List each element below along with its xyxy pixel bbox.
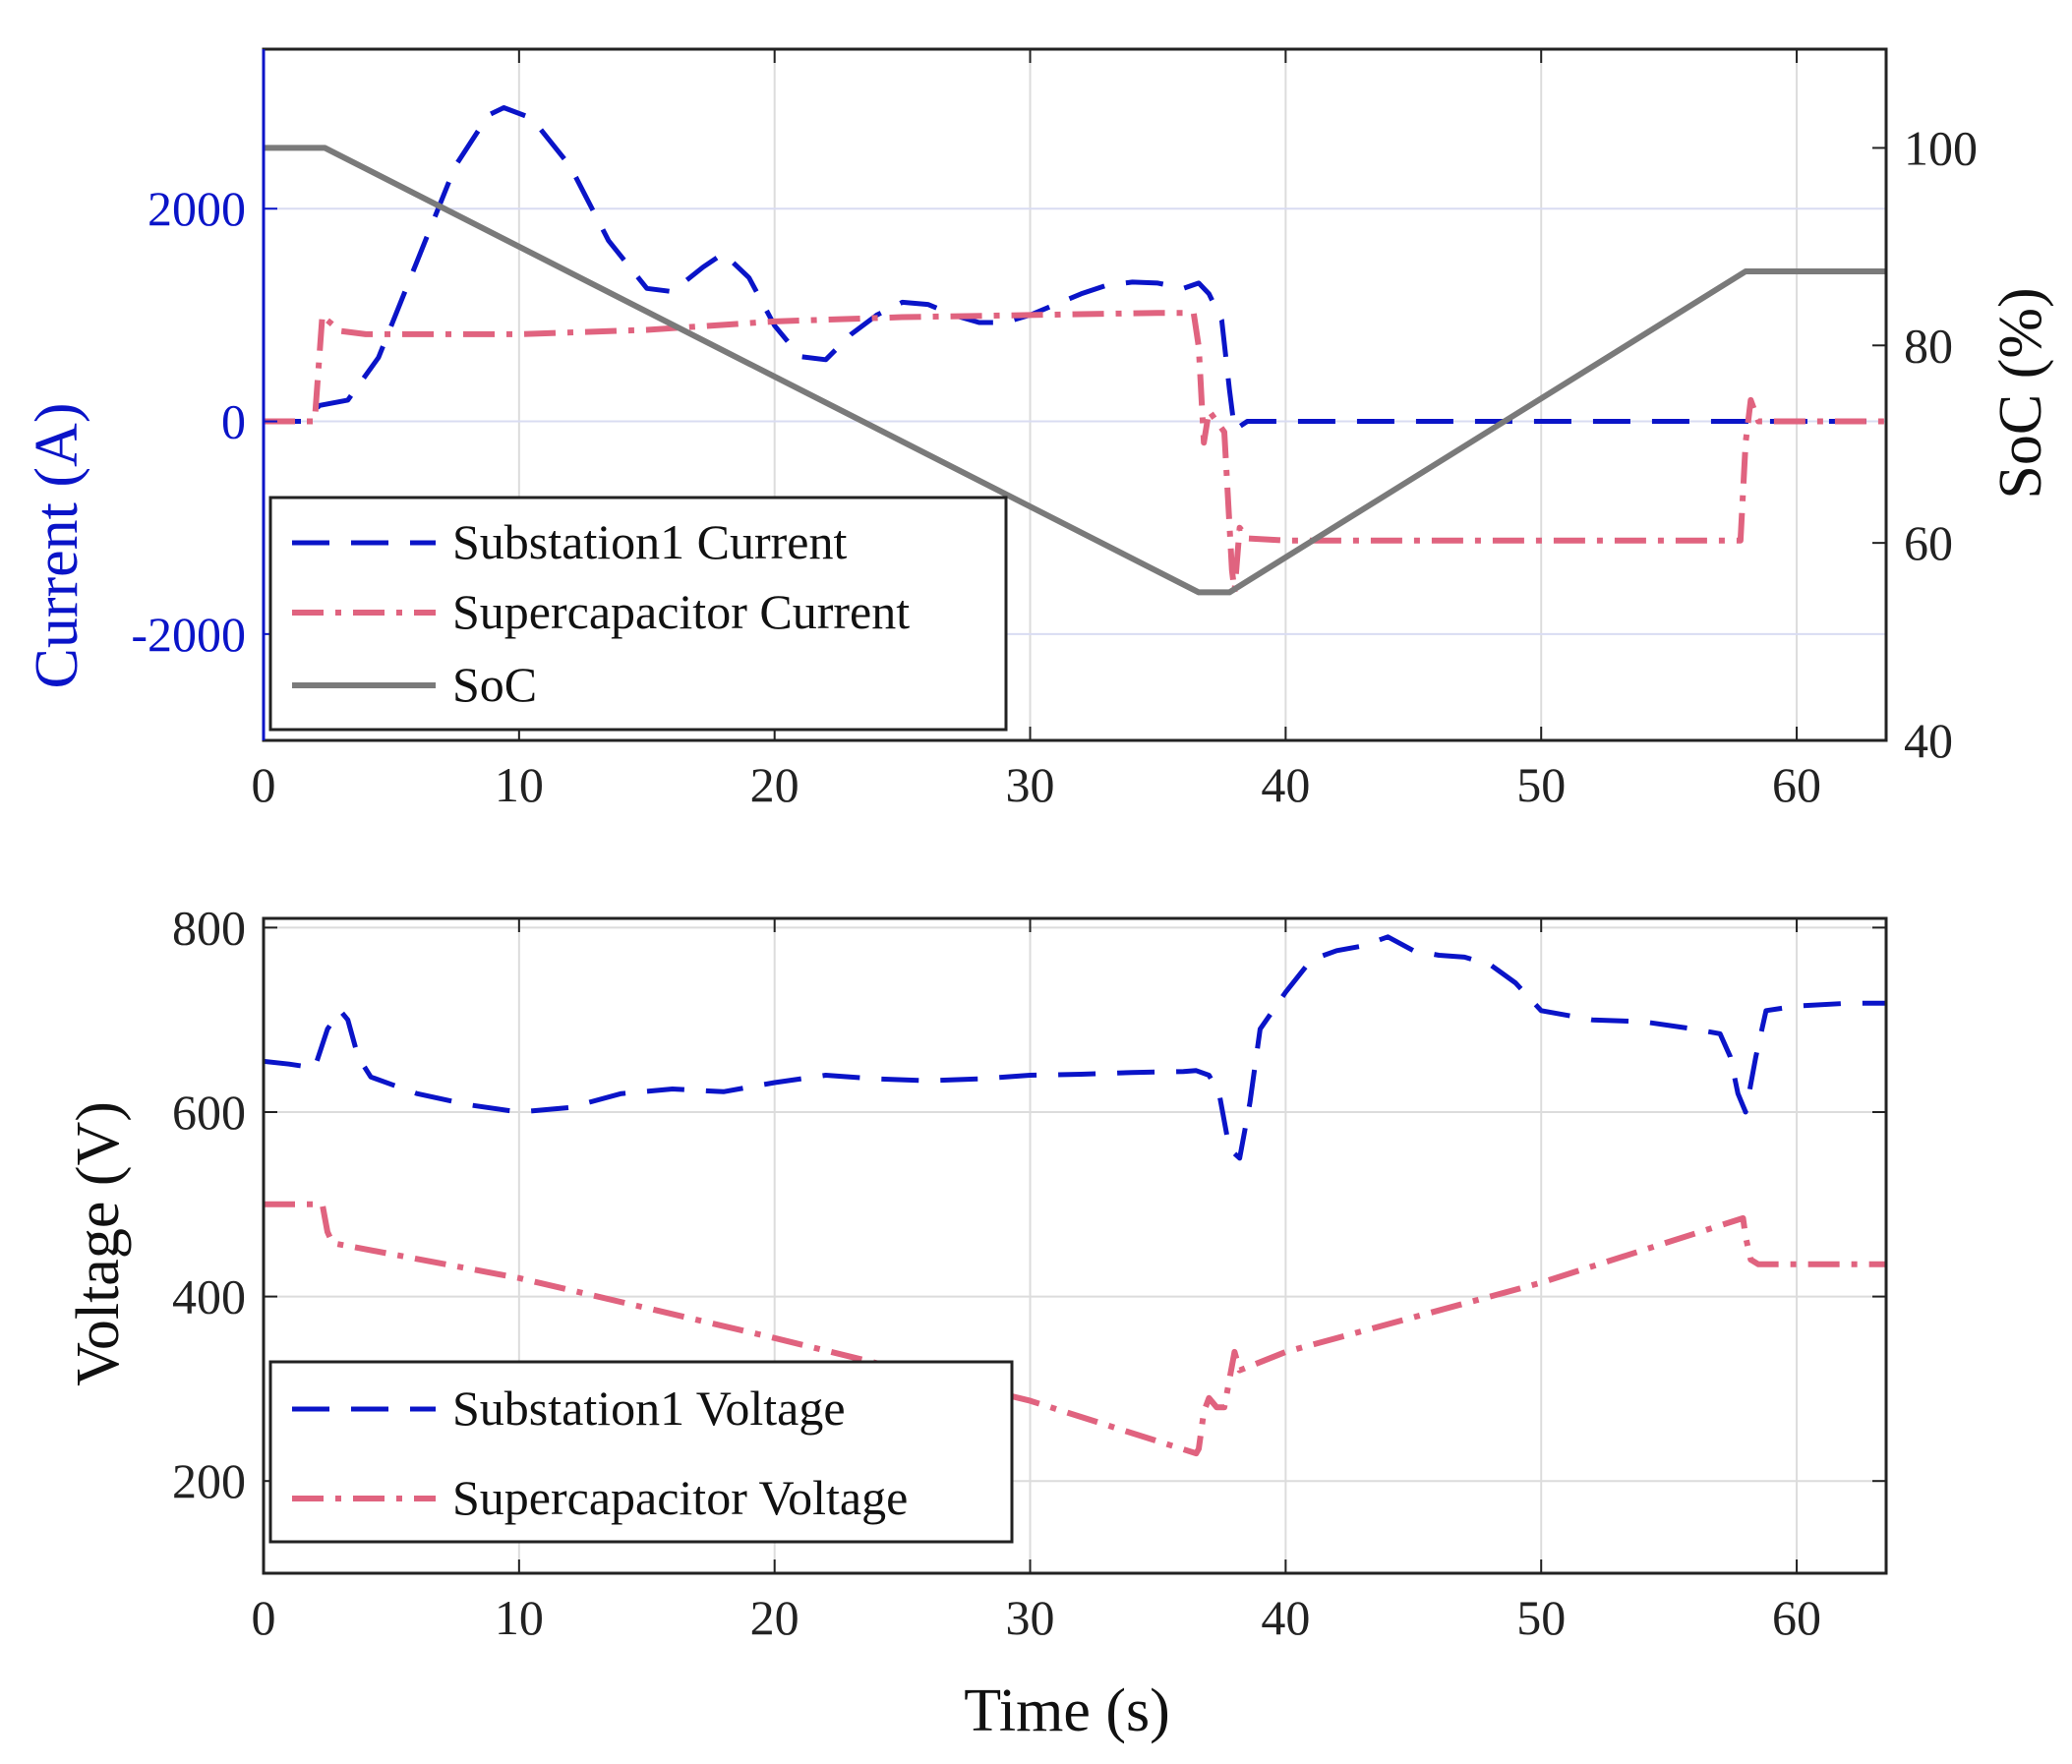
- bottom-panel-voltage: 0 10 20 30 40 50 60 800 600 400 200 Voltage (V) T…: [65, 900, 1888, 1744]
- bottom-series-lines: [264, 934, 1886, 1457]
- bottom-x-tick-label: 10: [495, 1590, 544, 1645]
- bottom-legend: Substation1 Voltage Supercapacitor Volta…: [268, 1360, 1014, 1544]
- bottom-y-axis-label: Voltage (V): [65, 1101, 132, 1386]
- top-y2-tick-label: 80: [1904, 318, 1953, 373]
- bottom-x-tick-label: 50: [1516, 1590, 1566, 1645]
- bottom-x-tick-label: 0: [252, 1590, 276, 1645]
- bottom-series-group: [264, 934, 1886, 1457]
- top-x-tick-label: 0: [252, 757, 276, 812]
- legend-label-substation1-voltage: Substation1 Voltage: [452, 1381, 846, 1436]
- top-series-lines: [264, 105, 1886, 596]
- top-y2-tick-label: 40: [1904, 713, 1953, 768]
- top-x-tick-label: 40: [1261, 757, 1310, 812]
- top-y-tick-label: -2000: [131, 607, 246, 662]
- bottom-x-tick-label: 30: [1006, 1590, 1055, 1645]
- top-right-y-ticks: 100 80 60 40: [1872, 120, 1978, 768]
- top-x-tick-label: 30: [1006, 757, 1055, 812]
- top-legend: Substation1 Current Supercapacitor Curre…: [268, 496, 1008, 732]
- bottom-y-ticks: 800 600 400 200: [172, 900, 1886, 1508]
- top-x-tick-label: 60: [1772, 757, 1821, 812]
- series-line-soc: [264, 145, 1886, 596]
- bottom-x-tick-label: 40: [1261, 1590, 1310, 1645]
- top-y2-tick-label: 100: [1904, 120, 1978, 175]
- bottom-y-tick-label: 800: [172, 900, 246, 955]
- bottom-x-tick-label: 20: [750, 1590, 799, 1645]
- top-x-tick-label: 20: [750, 757, 799, 812]
- top-y-tick-label: 2000: [148, 181, 246, 236]
- legend-label-supercapacitor-current: Supercapacitor Current: [452, 584, 910, 639]
- series-line-supercapacitor-voltage: [264, 1201, 1886, 1457]
- top-series-group: [264, 105, 1886, 596]
- top-x-ticks: 0 10 20 30 40 50 60: [252, 49, 1821, 812]
- top-panel-current-soc: 0 10 20 30 40 50 60 2000 0 -2000 100 80 60 40 Curre…: [24, 47, 2054, 812]
- legend-label-soc: SoC: [452, 657, 537, 712]
- bottom-plot-frame: [262, 916, 1888, 1575]
- bottom-y-tick-label: 600: [172, 1085, 246, 1140]
- bottom-x-axis-label: Time (s): [964, 1677, 1170, 1744]
- bottom-y-tick-label: 200: [172, 1453, 246, 1508]
- legend-label-supercapacitor-voltage: Supercapacitor Voltage: [452, 1470, 908, 1525]
- legend-label-substation1-current: Substation1 Current: [452, 514, 847, 569]
- top-left-y-ticks: 2000 0 -2000: [131, 49, 277, 740]
- bottom-y-tick-label: 400: [172, 1269, 246, 1324]
- top-y2-tick-label: 60: [1904, 515, 1953, 570]
- bottom-legend-box: [268, 1360, 1014, 1544]
- top-left-axis-label: Current (A): [24, 403, 90, 689]
- top-right-axis-label: SoC (%): [1987, 287, 2054, 499]
- top-legend-box: [268, 496, 1008, 732]
- top-x-tick-label: 50: [1516, 757, 1566, 812]
- top-y-tick-label: 0: [221, 394, 246, 449]
- top-x-tick-label: 10: [495, 757, 544, 812]
- bottom-x-tick-label: 60: [1772, 1590, 1821, 1645]
- bottom-x-ticks: 0 10 20 30 40 50 60: [252, 918, 1821, 1645]
